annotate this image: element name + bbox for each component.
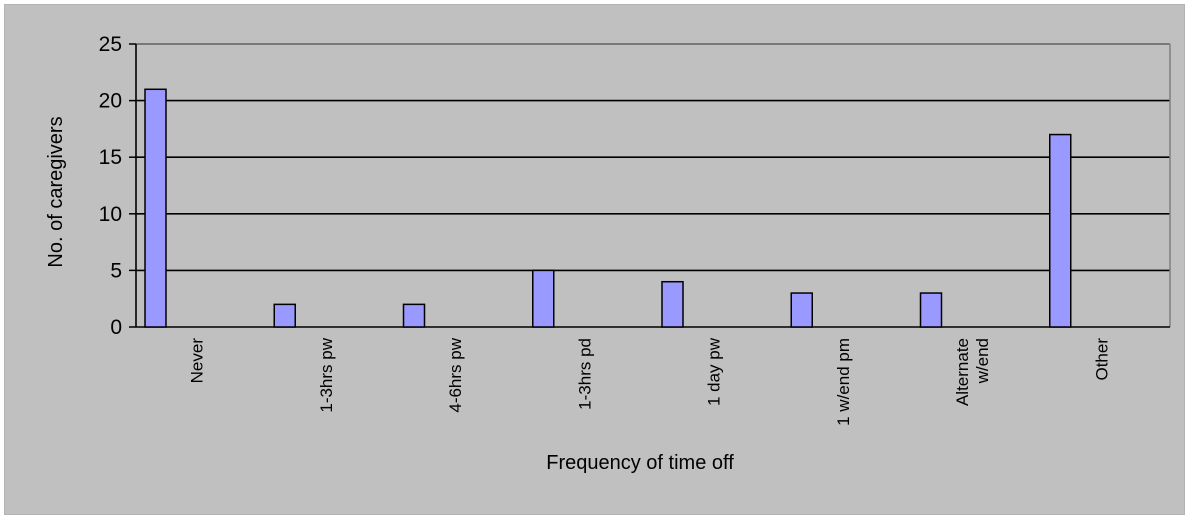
bar-5 [790,292,813,328]
x-category-label: Never [188,338,207,384]
x-category-label: Alternatew/end [953,338,992,406]
y-axis-ticks: 0 5 10 15 20 25 [99,33,136,339]
x-category-label: 1-3hrs pd [575,338,594,410]
y-tick-label: 15 [99,146,122,169]
plot-area [135,43,1171,328]
x-category-label: 1-3hrs pw [317,337,336,412]
gridlines [136,43,1170,272]
y-tick-label: 20 [99,90,122,113]
bar-3 [532,269,555,328]
chart-frame [4,4,1185,515]
bar-6 [919,292,943,328]
bar-2 [402,303,426,328]
x-category-label: 4-6hrs pw [446,337,465,412]
y-tick-label: 25 [99,33,122,56]
y-tick-label: 10 [99,203,122,226]
x-axis-title: Frequency of time off [546,452,734,474]
y-axis-title: No. of caregivers [45,116,67,267]
bar-4 [661,280,684,328]
bar-0 [144,88,167,328]
x-category-label: 1 w/end pm [834,338,853,426]
x-category-label: Other [1092,338,1111,381]
bars [144,88,1072,328]
x-axis-categories: Never 1-3hrs pw 4-6hrs pw 1-3hrs pd 1 day pw… [188,337,1112,426]
bar-1 [273,303,296,328]
y-tick-label: 0 [110,316,122,339]
bar-7 [1049,133,1072,328]
x-category-label: 1 day pw [705,337,724,406]
y-tick-label: 5 [110,259,122,282]
